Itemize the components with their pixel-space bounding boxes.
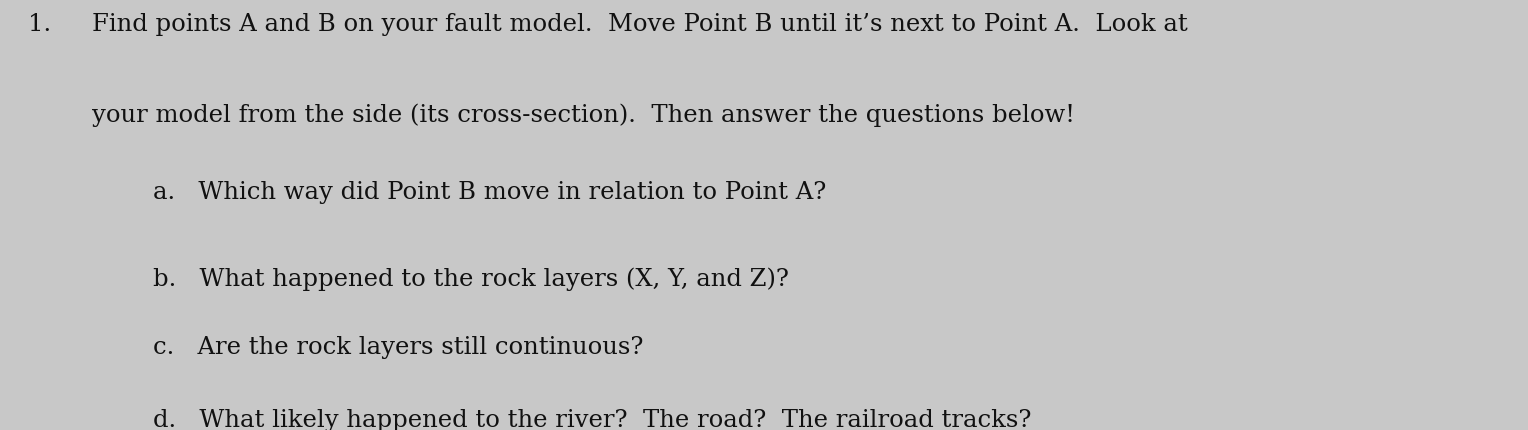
Text: your model from the side (its cross-section).  Then answer the questions below!: your model from the side (its cross-sect… bbox=[92, 103, 1074, 127]
Text: c.   Are the rock layers still continuous?: c. Are the rock layers still continuous? bbox=[153, 335, 643, 358]
Text: a.   Which way did Point B move in relation to Point A?: a. Which way did Point B move in relatio… bbox=[153, 181, 827, 203]
Text: Find points A and B on your fault model.  Move Point B until it’s next to Point : Find points A and B on your fault model.… bbox=[92, 13, 1187, 36]
Text: d.   What likely happened to the river?  The road?  The railroad tracks?: d. What likely happened to the river? Th… bbox=[153, 408, 1031, 430]
Text: 1.: 1. bbox=[28, 13, 50, 36]
Text: b.   What happened to the rock layers (X, Y, and Z)?: b. What happened to the rock layers (X, … bbox=[153, 267, 788, 290]
